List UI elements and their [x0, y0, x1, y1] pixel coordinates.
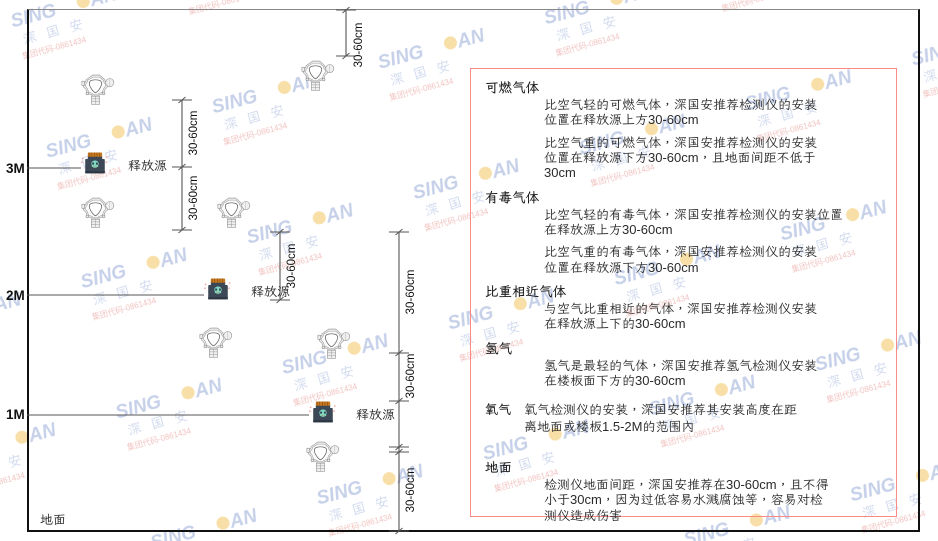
svg-text:30-60cm: 30-60cm: [188, 176, 200, 221]
svg-text:释放源: 释放源: [128, 158, 167, 173]
svg-text:30-60cm: 30-60cm: [405, 270, 417, 315]
svg-text:30-60cm: 30-60cm: [405, 354, 417, 399]
svg-text:30-60cm: 30-60cm: [188, 111, 200, 156]
svg-text:3M: 3M: [6, 161, 25, 176]
svg-text:2M: 2M: [6, 288, 25, 303]
svg-text:30-60cm: 30-60cm: [353, 23, 365, 68]
svg-text:释放源: 释放源: [356, 407, 395, 422]
svg-text:1M: 1M: [6, 407, 25, 422]
svg-text:30-60cm: 30-60cm: [405, 468, 417, 513]
svg-text:释放源: 释放源: [251, 284, 290, 299]
svg-text:30-60cm: 30-60cm: [286, 244, 298, 289]
svg-text:地面: 地面: [40, 512, 66, 527]
